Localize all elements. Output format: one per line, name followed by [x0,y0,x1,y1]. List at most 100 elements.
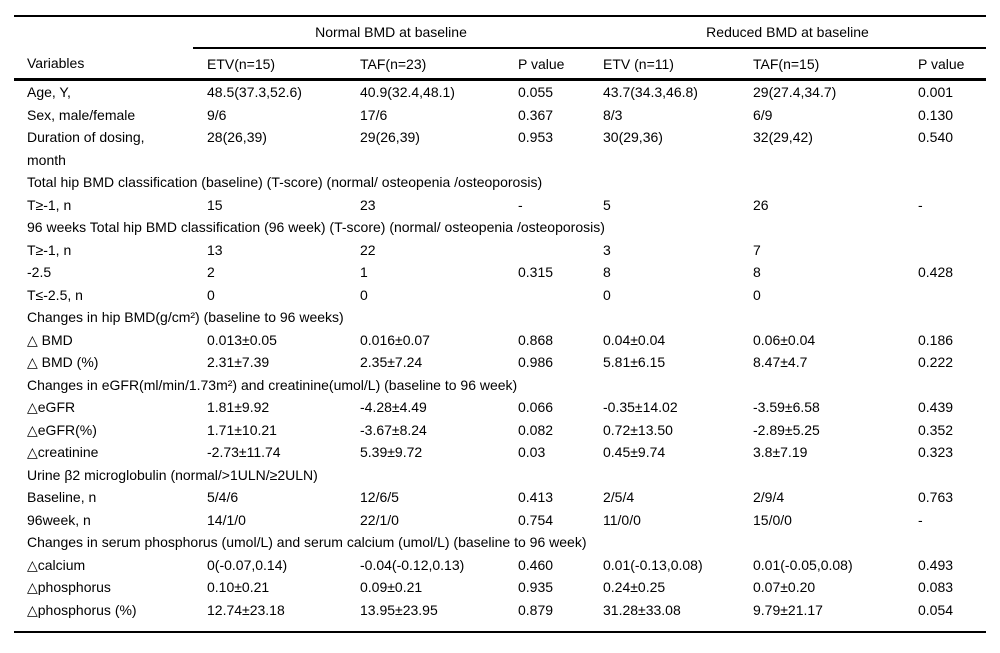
value-cell: 13.95±23.95 [360,601,438,618]
value-cell: 48.5(37.3,52.6) [207,84,302,100]
section-row: Urine β2 microglobulin (normal/>1ULN/≥2U… [14,464,986,487]
table-row: △phosphorus 0.10±0.21 0.09±0.21 0.935 0.24±0… [14,576,986,599]
value-cell: 0.016±0.07 [360,331,430,348]
value-cell: 0.222 [918,354,954,370]
value-cell: 0.24±0.25 [603,579,666,595]
table-row: Age, Y, 48.5(37.3,52.6) 40.9(32.4,48.1) 0.0… [14,80,986,104]
value-cell: 0.428 [918,264,954,280]
value-cell: 0.03 [518,444,546,460]
value-cell: 17/6 [360,106,388,123]
section-label: Changes in hip BMD(g/cm²) (baseline to 9… [27,309,344,325]
value-cell: 0.439 [918,399,954,415]
variable-label: △creatinine [27,444,99,460]
comparison-table-container: Normal BMD at baseline Reduced BMD at ba… [14,15,986,633]
variable-label: Age, Y, [27,84,71,100]
value-cell: 1 [360,264,368,280]
value-cell: 12.74±23.18 [207,601,285,618]
value-cell: 0.754 [518,511,554,528]
value-cell: 12/6/5 [360,489,399,505]
table-row: △phosphorus (%) 12.74±23.18 13.95±23.95 0.8… [14,599,986,633]
variable-label: △ BMD (%) [27,354,99,370]
value-cell: 0.10±0.21 [207,579,270,595]
value-cell: 28(26,39) [207,129,267,145]
value-cell: 0.72±13.50 [603,421,673,438]
section-row: Changes in eGFR(ml/min/1.73m²) and creat… [14,374,986,397]
value-cell: 0.06±0.04 [753,331,816,348]
value-cell: 6/9 [753,106,773,123]
table-row: △eGFR(%) 1.71±10.21 -3.67±8.24 0.082 0.72±13… [14,419,986,442]
value-cell: 32(29,42) [753,129,813,145]
column-header-variables: Variables [14,48,193,81]
value-cell: 0.868 [518,331,554,348]
value-cell: 8 [753,264,761,280]
value-cell: -3.67±8.24 [360,421,427,438]
value-cell: 0.186 [918,331,954,348]
value-cell: 0 [603,286,611,303]
table-row: T≥-1, n 13 22 3 7 [14,239,986,262]
column-header-pvalue-normal: P value [504,48,589,81]
variable-label: △eGFR [27,399,76,415]
value-cell: 9.79±21.17 [753,601,823,618]
value-cell: 0 [360,286,368,303]
value-cell: 5.39±9.72 [360,444,423,460]
value-cell [904,284,986,307]
variable-label: -2.5 [27,264,52,280]
value-cell: -0.35±14.02 [603,399,678,415]
value-cell: 0.540 [918,129,954,145]
value-cell: 3 [603,241,611,258]
section-label: 96 weeks Total hip BMD classification (9… [27,219,605,235]
value-cell: 22 [360,241,376,258]
value-cell: 9/6 [207,106,227,123]
table-row: △eGFR 1.81±9.92 -4.28±4.49 0.066 -0.35±14.02… [14,396,986,419]
value-cell: 0 [207,286,215,303]
group-header-spacer [14,16,193,48]
value-cell: 0.013±0.05 [207,331,277,348]
variable-label: T≤-2.5, n [27,286,83,303]
value-cell [504,239,589,262]
value-cell: 0.367 [518,106,554,123]
section-row: Changes in serum phosphorus (umol/L) and… [14,531,986,554]
table-row: △creatinine -2.73±11.74 5.39±9.72 0.03 0.45±… [14,441,986,464]
value-cell: -0.04(-0.12,0.13) [360,556,465,573]
value-cell: 14/1/0 [207,511,246,528]
value-cell: 2.31±7.39 [207,354,270,370]
value-cell: 15/0/0 [753,511,792,528]
section-label: Changes in serum phosphorus (umol/L) and… [27,534,587,550]
value-cell: 40.9(32.4,48.1) [360,84,455,100]
table-row: Duration of dosing, month 28(26,39) 29(26,… [14,126,986,171]
value-cell: 0(-0.07,0.14) [207,556,288,573]
value-cell: 0.01(-0.13,0.08) [603,556,703,573]
variable-label: △eGFR(%) [27,421,97,438]
value-cell: 1.71±10.21 [207,421,277,438]
value-cell: 0.879 [518,601,554,618]
column-header-taf-normal: TAF(n=23) [346,48,504,81]
value-cell: 3.8±7.19 [753,444,808,460]
table-row: T≤-2.5, n 0 0 0 0 [14,284,986,307]
value-cell: 5 [603,196,611,213]
column-header-row: Variables ETV(n=15) TAF(n=23) P value ET… [14,48,986,81]
value-cell: 0.001 [918,84,954,100]
group-header-normal-bmd: Normal BMD at baseline [193,16,589,49]
value-cell: 7 [753,241,761,258]
value-cell: -2.73±11.74 [207,444,281,460]
value-cell: 0.083 [918,579,954,595]
table-header: Normal BMD at baseline Reduced BMD at ba… [14,16,986,81]
value-cell: 0.082 [518,421,554,438]
group-header-reduced-bmd: Reduced BMD at baseline [589,16,986,49]
table-row: Sex, male/female 9/6 17/6 0.367 8/3 6/9 0.130 [14,104,986,127]
variable-label: Sex, male/female [27,106,136,123]
value-cell: 0.01(-0.05,0.08) [753,556,853,573]
value-cell: - [918,196,923,213]
section-row: Total hip BMD classification (baseline) … [14,171,986,194]
section-label: Urine β2 microglobulin (normal/>1ULN/≥2U… [27,466,318,483]
value-cell: 26 [753,196,769,213]
table-row: -2.5 2 1 0.315 8 8 0.428 [14,261,986,284]
value-cell: 0.953 [518,129,554,145]
value-cell: 0.352 [918,421,954,438]
value-cell: 1.81±9.92 [207,399,270,415]
value-cell: 0.935 [518,579,554,595]
value-cell: 2.35±7.24 [360,354,423,370]
value-cell: 8 [603,264,611,280]
value-cell: 11/0/0 [603,511,641,528]
variable-label: △ BMD [27,331,73,348]
